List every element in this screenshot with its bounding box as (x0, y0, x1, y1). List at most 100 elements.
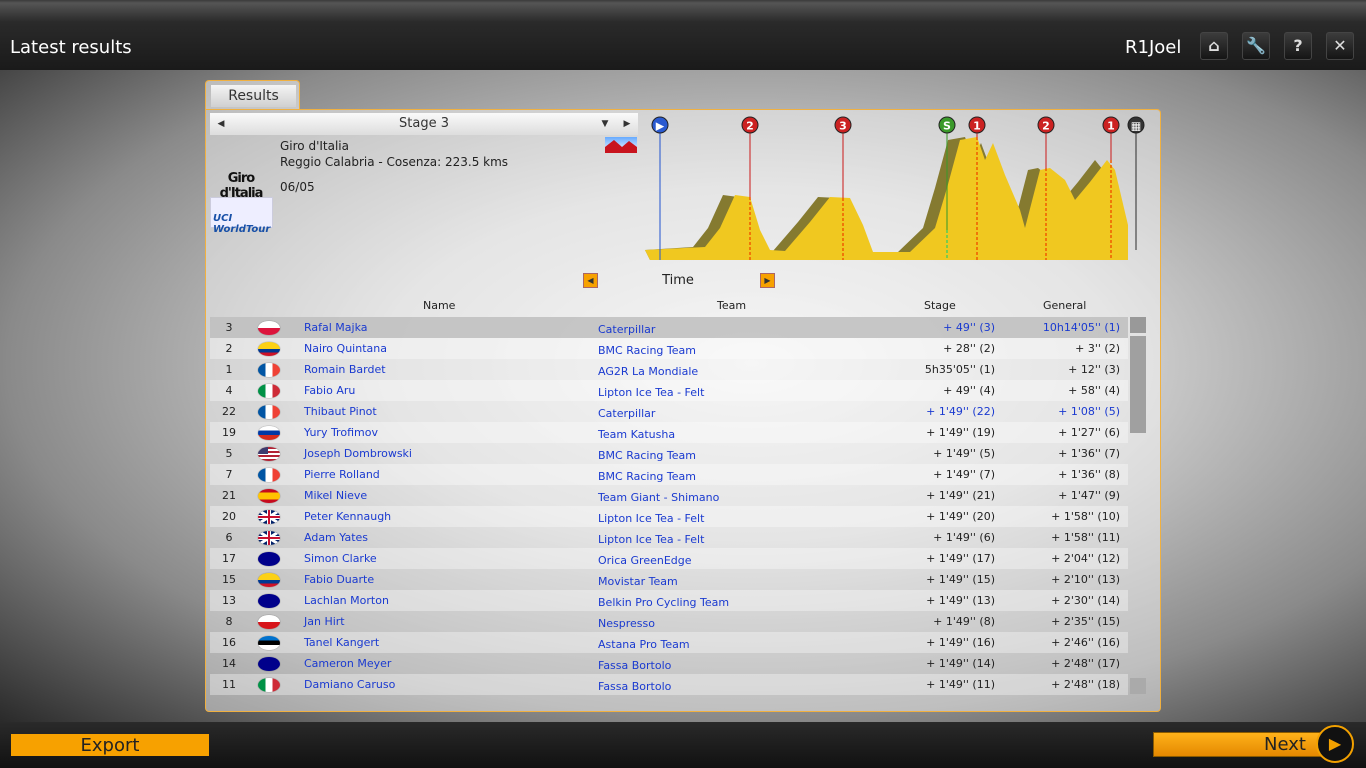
table-row[interactable]: 5 Joseph Dombrowski BMC Racing Team + 1'… (210, 443, 1128, 464)
prev-view-icon[interactable]: ◀ (583, 273, 598, 288)
rider-name[interactable]: Simon Clarke (304, 552, 377, 565)
team-name[interactable]: BMC Racing Team (598, 344, 696, 357)
team-name[interactable]: Orica GreenEdge (598, 554, 692, 567)
general-time: + 1'36'' (8) (1058, 468, 1120, 481)
general-time: + 2'48'' (18) (1051, 678, 1120, 691)
next-button[interactable]: Next (1153, 732, 1323, 757)
rider-name[interactable]: Fabio Aru (304, 384, 356, 397)
stage-time: + 1'49'' (19) (926, 426, 995, 439)
team-name[interactable]: Fassa Bortolo (598, 680, 672, 693)
position: 22 (222, 405, 236, 418)
stage-selector[interactable]: Stage 3 ◀ ▼ ▶ (210, 113, 638, 135)
wrench-icon[interactable]: 🔧 (1242, 32, 1270, 60)
team-name[interactable]: BMC Racing Team (598, 449, 696, 462)
flag-gb-icon (258, 510, 280, 524)
general-time: 10h14'05'' (1) (1042, 321, 1120, 334)
team-name[interactable]: Lipton Ice Tea - Felt (598, 386, 705, 399)
tab-results[interactable]: Results (205, 80, 300, 110)
table-row[interactable]: 8 Jan Hirt Nespresso + 1'49'' (8) + 2'35… (210, 611, 1128, 632)
chevron-down-icon[interactable]: ▼ (601, 119, 609, 129)
rider-name[interactable]: Adam Yates (304, 531, 369, 544)
stage-time: + 1'49'' (15) (926, 573, 995, 586)
marker-label: 1 (973, 120, 981, 133)
table-row[interactable]: 21 Mikel Nieve Team Giant - Shimano + 1'… (210, 485, 1128, 506)
rider-name[interactable]: Nairo Quintana (304, 342, 387, 355)
bottom-bar (0, 722, 1366, 768)
stage-time: + 1'49'' (7) (933, 468, 995, 481)
team-name[interactable]: Belkin Pro Cycling Team (598, 596, 730, 609)
team-name[interactable]: BMC Racing Team (598, 470, 696, 483)
table-row[interactable]: 20 Peter Kennaugh Lipton Ice Tea - Felt … (210, 506, 1128, 527)
rider-name[interactable]: Cameron Meyer (304, 657, 392, 670)
prev-stage-icon[interactable]: ◀ (217, 119, 225, 129)
col-team[interactable]: Team (717, 299, 747, 312)
table-row[interactable]: 11 Damiano Caruso Fassa Bortolo + 1'49''… (210, 674, 1128, 695)
team-name[interactable]: Lipton Ice Tea - Felt (598, 512, 705, 525)
table-row[interactable]: 17 Simon Clarke Orica GreenEdge + 1'49''… (210, 548, 1128, 569)
team-name[interactable]: Team Katusha (598, 428, 676, 441)
general-time: + 1'36'' (7) (1058, 447, 1120, 460)
team-name[interactable]: Astana Pro Team (598, 638, 690, 651)
position: 20 (222, 510, 236, 523)
rider-name[interactable]: Pierre Rolland (304, 468, 380, 481)
team-name[interactable]: Caterpillar (598, 323, 656, 336)
table-row[interactable]: 2 Nairo Quintana BMC Racing Team + 28'' … (210, 338, 1128, 359)
rider-name[interactable]: Fabio Duarte (304, 573, 375, 586)
general-time: + 2'35'' (15) (1051, 615, 1120, 628)
scrollbar-thumb[interactable] (1130, 336, 1146, 433)
stage-time: + 1'49'' (11) (926, 678, 995, 691)
rider-name[interactable]: Romain Bardet (304, 363, 386, 376)
rider-name[interactable]: Yury Trofimov (304, 426, 378, 439)
next-stage-icon[interactable]: ▶ (623, 119, 631, 129)
table-row[interactable]: 15 Fabio Duarte Movistar Team + 1'49'' (… (210, 569, 1128, 590)
col-stage[interactable]: Stage (924, 299, 956, 312)
rider-name[interactable]: Joseph Dombrowski (304, 447, 412, 460)
team-name[interactable]: Caterpillar (598, 407, 656, 420)
team-name[interactable]: AG2R La Mondiale (598, 365, 699, 378)
flag-fr-icon (258, 405, 280, 419)
home-icon[interactable]: ⌂ (1200, 32, 1228, 60)
team-name[interactable]: Nespresso (598, 617, 655, 630)
table-row[interactable]: 13 Lachlan Morton Belkin Pro Cycling Tea… (210, 590, 1128, 611)
next-arrow-icon[interactable]: ▶ (1316, 725, 1354, 763)
table-row[interactable]: 6 Adam Yates Lipton Ice Tea - Felt + 1'4… (210, 527, 1128, 548)
rider-name[interactable]: Jan Hirt (304, 615, 345, 628)
general-time: + 58'' (4) (1068, 384, 1120, 397)
next-view-icon[interactable]: ▶ (760, 273, 775, 288)
table-row[interactable]: 16 Tanel Kangert Astana Pro Team + 1'49'… (210, 632, 1128, 653)
table-row[interactable]: 19 Yury Trofimov Team Katusha + 1'49'' (… (210, 422, 1128, 443)
rider-name[interactable]: Damiano Caruso (304, 678, 396, 691)
table-row[interactable]: 4 Fabio Aru Lipton Ice Tea - Felt + 49''… (210, 380, 1128, 401)
rider-name[interactable]: Peter Kennaugh (304, 510, 392, 523)
close-icon[interactable]: ✕ (1326, 32, 1354, 60)
marker-label: ▶ (656, 120, 665, 133)
table-row[interactable]: 22 Thibaut Pinot Caterpillar + 1'49'' (2… (210, 401, 1128, 422)
rider-name[interactable]: Mikel Nieve (304, 489, 368, 502)
marker-label: ▦ (1131, 120, 1141, 133)
rider-name[interactable]: Thibaut Pinot (304, 405, 377, 418)
team-name[interactable]: Lipton Ice Tea - Felt (598, 533, 705, 546)
rider-name[interactable]: Tanel Kangert (304, 636, 380, 649)
help-icon[interactable]: ? (1284, 32, 1312, 60)
team-name[interactable]: Team Giant - Shimano (598, 491, 720, 504)
race-name: Giro d'Italia (280, 139, 349, 153)
team-name[interactable]: Fassa Bortolo (598, 659, 672, 672)
general-time: + 2'04'' (12) (1051, 552, 1120, 565)
general-time: + 2'48'' (17) (1051, 657, 1120, 670)
table-row[interactable]: 14 Cameron Meyer Fassa Bortolo + 1'49'' … (210, 653, 1128, 674)
mountain-profile-icon[interactable] (605, 137, 637, 153)
team-name[interactable]: Movistar Team (598, 575, 678, 588)
col-general[interactable]: General (1043, 299, 1087, 312)
col-name[interactable]: Name (423, 299, 456, 312)
rider-name[interactable]: Rafal Majka (304, 321, 368, 334)
scrollbar-down[interactable] (1130, 678, 1146, 694)
export-button[interactable]: Export (11, 734, 209, 756)
table-row[interactable]: 3 Rafal Majka Caterpillar + 49'' (3) 10h… (210, 317, 1128, 338)
flag-gb-icon (258, 531, 280, 545)
scrollbar-up[interactable] (1130, 317, 1146, 333)
rider-name[interactable]: Lachlan Morton (304, 594, 389, 607)
flag-au-icon (258, 552, 280, 566)
table-row[interactable]: 1 Romain Bardet AG2R La Mondiale 5h35'05… (210, 359, 1128, 380)
stage-route: Reggio Calabria - Cosenza: 223.5 kms (280, 155, 509, 169)
table-row[interactable]: 7 Pierre Rolland BMC Racing Team + 1'49'… (210, 464, 1128, 485)
